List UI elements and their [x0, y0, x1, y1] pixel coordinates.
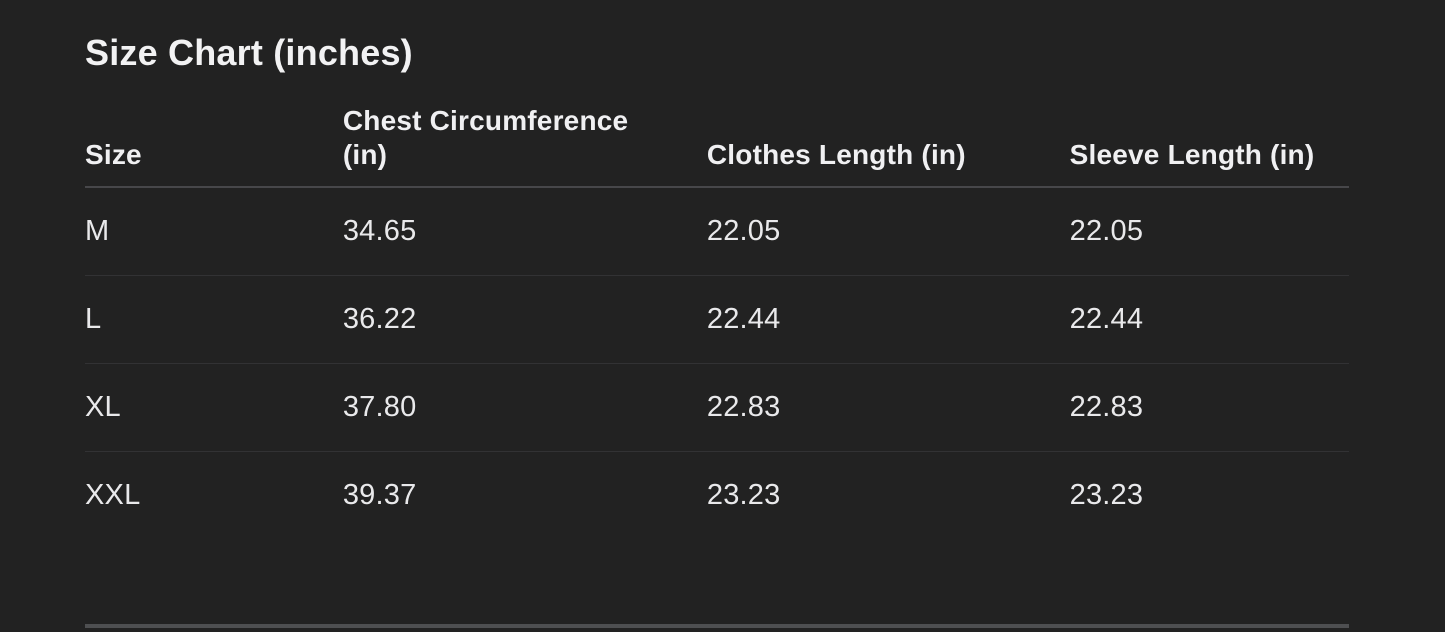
column-header-sleeve-length: Sleeve Length (in) [1069, 76, 1349, 188]
cell-size: XL [85, 363, 343, 452]
cell-sleeve-length: 22.44 [1069, 275, 1349, 364]
column-header-chest-circumference: Chest Circumference (in) [342, 76, 707, 188]
cell-clothes-length: 22.83 [706, 363, 1070, 452]
section-divider [85, 624, 1349, 628]
cell-chest-circumference: 36.22 [342, 275, 707, 364]
table-row-xl: XL 37.80 22.83 22.83 [85, 363, 1349, 452]
cell-size: L [85, 275, 343, 364]
table-row-m: M 34.65 22.05 22.05 [85, 187, 1349, 276]
cell-chest-circumference: 34.65 [342, 187, 707, 276]
cell-clothes-length: 22.44 [706, 275, 1070, 364]
column-header-chest-circumference-label: Chest Circumference (in) [342, 105, 629, 170]
cell-clothes-length: 23.23 [706, 478, 781, 511]
cell-sleeve-length: 22.05 [1069, 187, 1349, 276]
table-row-xxl: XXL 39.37 23.23 23.23 [85, 451, 1349, 539]
cell-clothes-length: 22.05 [706, 187, 1070, 276]
cell-size: XXL [85, 478, 141, 511]
column-header-clothes-length: Clothes Length (in) [706, 76, 1070, 188]
cell-sleeve-length: 23.23 [1069, 478, 1144, 511]
cell-chest-circumference: 37.80 [342, 363, 707, 452]
size-chart-table: Size Chest Circumference (in) Clothes Le… [85, 76, 1349, 539]
cell-sleeve-length: 22.83 [1069, 363, 1349, 452]
cell-chest-circumference: 39.37 [342, 478, 417, 511]
size-chart-section: Size Chart (inches) Size Chest Circumfer… [85, 0, 1349, 539]
column-header-size: Size [85, 76, 343, 188]
column-header-sleeve-length-label: Sleeve Length (in) [1069, 139, 1315, 170]
table-header-row: Size Chest Circumference (in) Clothes Le… [85, 76, 1349, 188]
page-title: Size Chart (inches) [85, 32, 413, 73]
cell-size: M [85, 187, 343, 276]
column-header-clothes-length-label: Clothes Length (in) [706, 139, 966, 170]
column-header-size-label: Size [85, 139, 142, 170]
table-row-l: L 36.22 22.44 22.44 [85, 275, 1349, 364]
